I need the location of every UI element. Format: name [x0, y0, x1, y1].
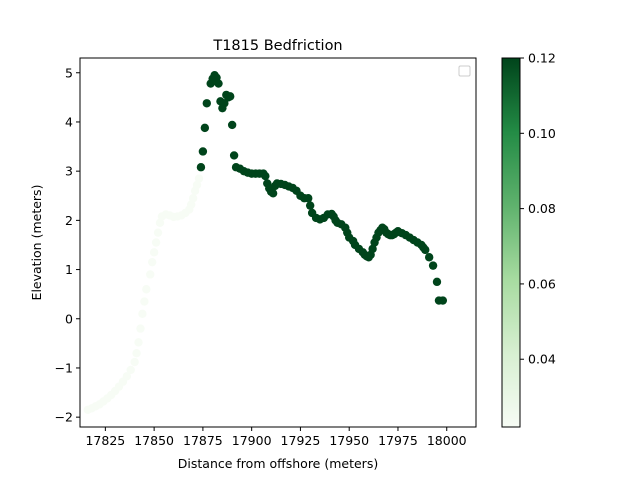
data-point: [227, 120, 237, 130]
data-point: [268, 189, 278, 198]
legend-box: [458, 65, 471, 77]
data-point: [122, 372, 132, 381]
colorbar-tick-label: 0.10: [528, 126, 556, 141]
data-point: [428, 261, 438, 270]
data-point: [226, 92, 235, 101]
data-point: [132, 349, 141, 358]
y-axis-label: Elevation (meters): [29, 185, 44, 301]
y-tick-label: −1: [55, 360, 73, 375]
x-tick-label: 17950: [329, 433, 369, 448]
data-point: [136, 324, 145, 333]
data-point: [142, 285, 151, 294]
data-point: [130, 357, 139, 367]
data-point: [146, 270, 155, 279]
colorbar-tick-label: 0.04: [528, 352, 556, 367]
data-point: [220, 99, 229, 108]
y-tick-label: 2: [65, 213, 73, 228]
data-point: [138, 309, 147, 319]
data-point: [202, 99, 211, 108]
data-point: [153, 228, 163, 237]
data-point: [261, 171, 270, 181]
data-point: [196, 163, 206, 172]
y-tick-label: 4: [65, 114, 73, 129]
data-point: [432, 277, 442, 287]
colorbar-ticks: 0.04 0.06 0.08 0.10 0.12: [520, 51, 556, 367]
data-point: [140, 297, 149, 306]
data-point: [214, 79, 223, 88]
x-axis: 17825 17850 17875 17900 17925 17950 17975 18000: [85, 427, 467, 448]
data-point: [134, 338, 143, 347]
data-point: [424, 253, 434, 262]
colorbar: [501, 57, 521, 428]
x-tick-label: 18000: [427, 433, 467, 448]
colorbar-tick-label: 0.12: [528, 51, 556, 66]
data-point: [186, 200, 196, 209]
x-tick-label: 17850: [134, 433, 174, 448]
colorbar-tick-label: 0.06: [528, 276, 556, 291]
y-axis: −2 −1 0 1 2 3 4 5: [55, 65, 80, 425]
data-point: [151, 238, 161, 247]
y-tick-label: 1: [65, 262, 73, 277]
chart-title: T1815 Bedfriction: [212, 38, 342, 54]
y-tick-label: 0: [65, 311, 73, 326]
data-point: [198, 147, 208, 156]
x-tick-label: 17925: [281, 433, 321, 448]
data-point: [147, 257, 157, 267]
x-tick-label: 17825: [85, 433, 125, 448]
plot-area-frame: [79, 57, 477, 428]
data-point: [305, 201, 315, 210]
data-point: [304, 194, 313, 203]
data-point: [194, 174, 204, 183]
x-axis-label: Distance from offshore (meters): [178, 456, 378, 471]
x-tick-label: 17975: [378, 433, 418, 448]
data-point: [421, 245, 430, 255]
data-point: [368, 244, 377, 254]
y-tick-label: 5: [65, 65, 73, 80]
data-points: [83, 71, 448, 414]
colorbar-tick-label: 0.08: [528, 201, 556, 216]
data-point: [192, 180, 202, 190]
data-point: [188, 194, 198, 203]
data-point: [155, 218, 165, 228]
data-point: [438, 296, 448, 305]
y-tick-label: 3: [65, 164, 73, 179]
data-point: [149, 248, 159, 257]
x-tick-label: 17875: [183, 433, 223, 448]
y-tick-label: −2: [55, 410, 73, 425]
data-point: [200, 123, 210, 133]
data-point: [229, 151, 239, 160]
x-tick-label: 17900: [232, 433, 272, 448]
data-point: [126, 365, 135, 375]
